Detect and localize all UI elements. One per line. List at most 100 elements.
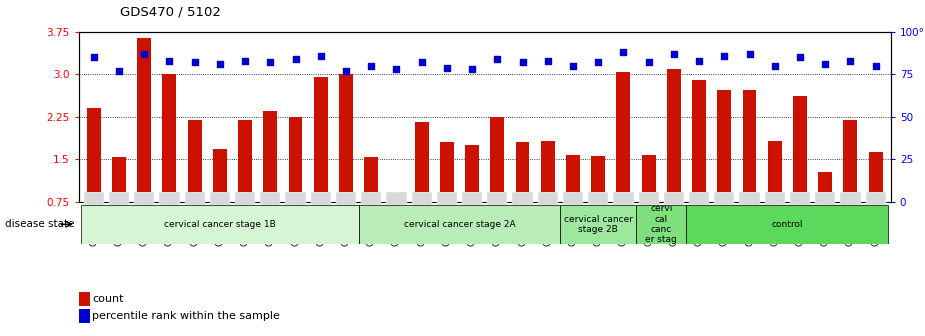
- Text: cervical cancer stage 2A: cervical cancer stage 2A: [403, 220, 515, 229]
- Point: [314, 53, 328, 58]
- Text: control: control: [771, 220, 803, 229]
- Bar: [213, 149, 227, 202]
- Text: count: count: [92, 294, 124, 304]
- Point: [565, 63, 580, 69]
- Bar: [743, 90, 757, 202]
- Point: [263, 60, 278, 65]
- Bar: [664, 192, 684, 205]
- Point: [515, 60, 530, 65]
- Bar: [314, 77, 327, 202]
- Point: [793, 55, 808, 60]
- Bar: [793, 96, 807, 202]
- Bar: [512, 192, 533, 205]
- Bar: [686, 205, 888, 244]
- Point: [742, 51, 757, 57]
- Bar: [487, 192, 508, 205]
- Bar: [134, 192, 154, 205]
- Point: [591, 60, 606, 65]
- Point: [717, 53, 732, 58]
- Bar: [339, 74, 353, 202]
- Bar: [264, 111, 278, 202]
- Point: [667, 51, 682, 57]
- Bar: [844, 120, 857, 202]
- Bar: [159, 192, 179, 205]
- Bar: [235, 192, 255, 205]
- Bar: [819, 172, 832, 202]
- Bar: [87, 108, 101, 202]
- Point: [389, 67, 404, 72]
- Bar: [642, 155, 656, 202]
- Bar: [389, 196, 403, 202]
- Point: [162, 58, 177, 64]
- Bar: [289, 117, 302, 202]
- Point: [213, 61, 228, 67]
- Point: [238, 58, 253, 64]
- Point: [869, 63, 883, 69]
- Text: cervical cancer
stage 2B: cervical cancer stage 2B: [563, 215, 633, 234]
- Point: [364, 63, 378, 69]
- Bar: [563, 192, 583, 205]
- Bar: [185, 192, 204, 205]
- Point: [843, 58, 857, 64]
- Bar: [336, 192, 356, 205]
- Bar: [541, 141, 555, 202]
- Point: [414, 60, 429, 65]
- Bar: [588, 192, 609, 205]
- Point: [339, 68, 353, 74]
- Bar: [465, 145, 479, 202]
- Point: [641, 60, 656, 65]
- Bar: [869, 153, 882, 202]
- Point: [616, 50, 631, 55]
- Text: cervi
cal
canc
er stag: cervi cal canc er stag: [646, 204, 677, 244]
- Bar: [692, 80, 706, 202]
- Text: percentile rank within the sample: percentile rank within the sample: [92, 311, 280, 321]
- Bar: [840, 192, 860, 205]
- Bar: [359, 205, 561, 244]
- Bar: [765, 192, 784, 205]
- Bar: [412, 192, 432, 205]
- Bar: [718, 90, 732, 202]
- Bar: [437, 192, 457, 205]
- Bar: [238, 120, 252, 202]
- Point: [86, 55, 101, 60]
- Point: [692, 58, 707, 64]
- Point: [490, 56, 505, 62]
- Bar: [109, 192, 130, 205]
- Bar: [414, 122, 428, 202]
- Bar: [739, 192, 759, 205]
- Bar: [638, 192, 659, 205]
- Bar: [112, 158, 126, 202]
- Text: disease state: disease state: [5, 219, 74, 229]
- Point: [439, 65, 454, 70]
- Bar: [616, 72, 630, 202]
- Bar: [364, 158, 378, 202]
- Bar: [714, 192, 734, 205]
- Bar: [137, 38, 151, 202]
- Bar: [768, 141, 782, 202]
- Point: [137, 51, 152, 57]
- Bar: [286, 192, 305, 205]
- Bar: [260, 192, 280, 205]
- Point: [540, 58, 555, 64]
- Point: [187, 60, 202, 65]
- Bar: [361, 192, 381, 205]
- Bar: [490, 117, 504, 202]
- Bar: [537, 192, 558, 205]
- Bar: [815, 192, 835, 205]
- Bar: [667, 69, 681, 202]
- Bar: [866, 192, 886, 205]
- Bar: [387, 192, 406, 205]
- Bar: [636, 205, 686, 244]
- Point: [768, 63, 783, 69]
- Point: [288, 56, 302, 62]
- Bar: [613, 192, 634, 205]
- Bar: [83, 192, 104, 205]
- Bar: [81, 205, 359, 244]
- Bar: [566, 155, 580, 202]
- Bar: [210, 192, 230, 205]
- Point: [464, 67, 479, 72]
- Bar: [163, 74, 177, 202]
- Point: [112, 68, 127, 74]
- Text: GDS470 / 5102: GDS470 / 5102: [120, 6, 221, 19]
- Point: [818, 61, 833, 67]
